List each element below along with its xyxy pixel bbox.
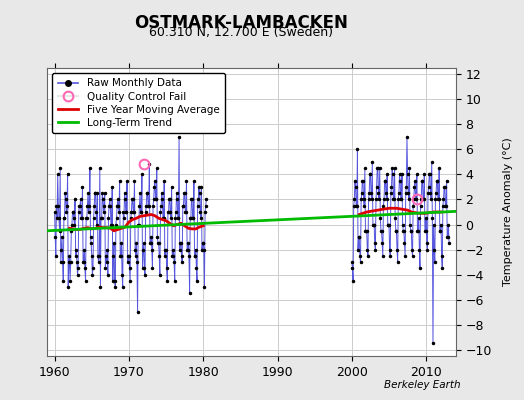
Text: OSTMARK-LAMBACKEN: OSTMARK-LAMBACKEN (134, 14, 348, 32)
Legend: Raw Monthly Data, Quality Control Fail, Five Year Moving Average, Long-Term Tren: Raw Monthly Data, Quality Control Fail, … (52, 73, 225, 133)
Text: 60.310 N, 12.700 E (Sweden): 60.310 N, 12.700 E (Sweden) (149, 26, 333, 39)
Y-axis label: Temperature Anomaly (°C): Temperature Anomaly (°C) (503, 138, 513, 286)
Text: Berkeley Earth: Berkeley Earth (385, 380, 461, 390)
